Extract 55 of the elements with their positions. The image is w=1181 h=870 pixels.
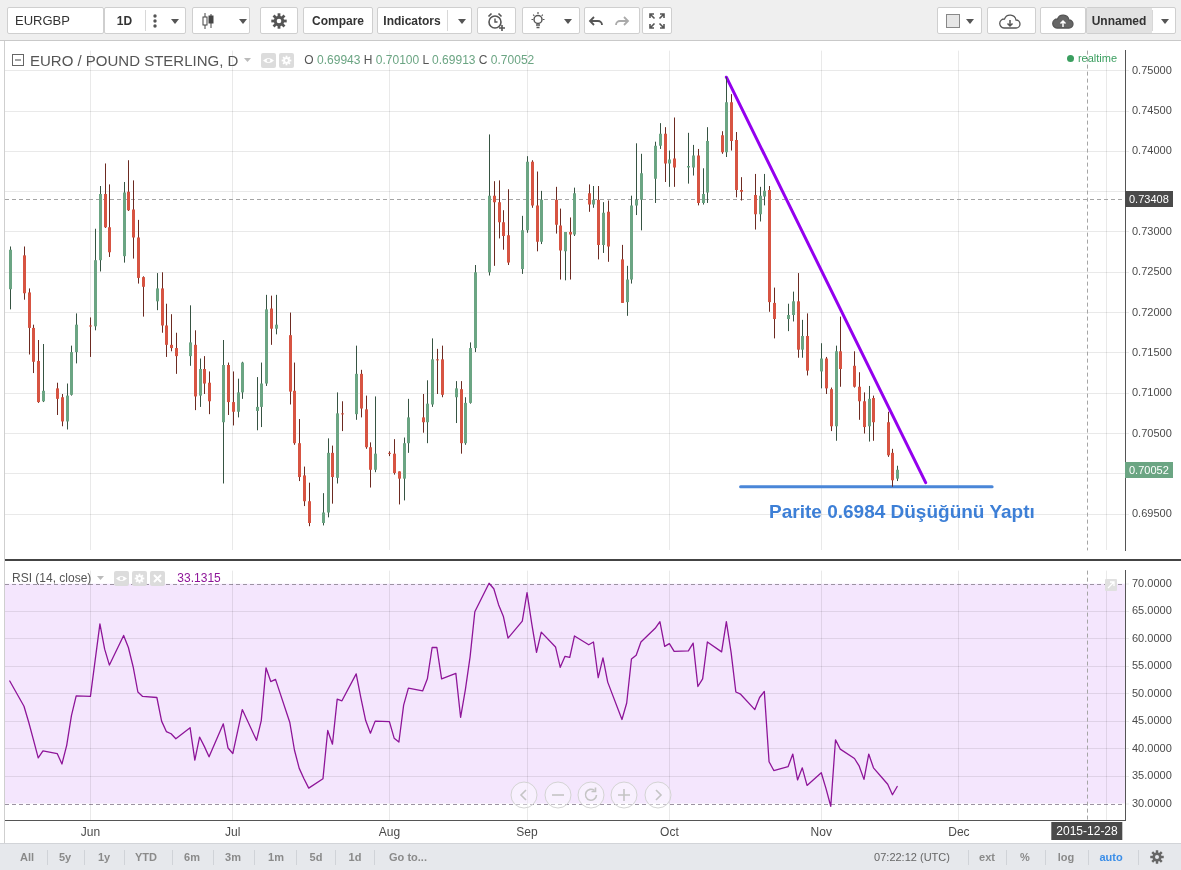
- x-tick-label: Nov: [810, 824, 832, 839]
- text: %: [1020, 850, 1030, 865]
- ref-line-label: 0.73408: [1125, 191, 1173, 208]
- text: ext: [979, 850, 995, 865]
- text: 5d: [309, 850, 323, 865]
- text: 1m: [268, 850, 284, 865]
- y-tick-label: 50.0000: [1132, 686, 1172, 699]
- y-tick-label: 0.74000: [1132, 144, 1172, 157]
- ref-line-label: 2015-12-28: [1051, 822, 1123, 840]
- y-tick-label: 60.0000: [1132, 631, 1172, 644]
- text: 1y: [97, 850, 111, 865]
- y-tick-label: 0.71000: [1132, 386, 1172, 399]
- x-tick-label: Jun: [80, 824, 101, 839]
- text: Indicators: [383, 13, 441, 30]
- y-tick-label: 70.0000: [1132, 576, 1172, 589]
- text: All: [19, 850, 35, 865]
- text: auto: [1099, 850, 1123, 865]
- text: 07:22:12 (UTC): [874, 850, 950, 865]
- y-tick-label: 0.75000: [1132, 63, 1172, 76]
- y-tick-label: 0.69500: [1132, 507, 1172, 520]
- x-tick-label: Jul: [225, 824, 241, 839]
- y-tick-label: 30.0000: [1132, 796, 1172, 809]
- chart-title: EURO / POUND STERLING, D: [30, 51, 239, 69]
- y-tick-label: 0.72500: [1132, 265, 1172, 278]
- text: Compare: [311, 13, 365, 30]
- y-tick-label: 45.0000: [1132, 714, 1172, 727]
- y-tick-label: 0.71500: [1132, 345, 1172, 358]
- y-tick-label: 0.73000: [1132, 225, 1172, 238]
- y-tick-label: 35.0000: [1132, 769, 1172, 782]
- y-tick-label: 65.0000: [1132, 604, 1172, 617]
- x-tick-label: Oct: [660, 824, 680, 839]
- text: log: [1057, 850, 1075, 865]
- text: 1d: [348, 850, 362, 865]
- y-tick-label: 0.70500: [1132, 426, 1172, 439]
- text: 0.70052: [1125, 461, 1173, 478]
- x-tick-label: Dec: [948, 824, 970, 839]
- text: 5y: [58, 850, 72, 865]
- text: EURGBP: [15, 12, 70, 30]
- annotation: realtime: [1077, 52, 1117, 64]
- annotation: 33.1315: [177, 571, 221, 585]
- y-tick-label: 40.0000: [1132, 741, 1172, 754]
- text: 6m: [184, 850, 200, 865]
- annotation: Parite 0.6984 Düşüğünü Yaptı: [769, 500, 1035, 523]
- y-tick-label: 55.0000: [1132, 659, 1172, 672]
- text: YTD: [135, 850, 157, 865]
- x-tick-label: Aug: [378, 824, 401, 839]
- text: 3m: [225, 850, 241, 865]
- text: 1D: [116, 13, 133, 30]
- x-tick-label: Sep: [516, 824, 539, 839]
- y-tick-label: 0.72000: [1132, 305, 1172, 318]
- chart-title: RSI (14, close): [12, 571, 92, 585]
- text: Unnamed: [1091, 13, 1147, 30]
- text: Go to...: [389, 850, 427, 865]
- y-tick-label: 0.74500: [1132, 104, 1172, 117]
- chart-subtitle: O 0.69943 H 0.70100 L 0.69913 C 0.70052: [304, 53, 535, 67]
